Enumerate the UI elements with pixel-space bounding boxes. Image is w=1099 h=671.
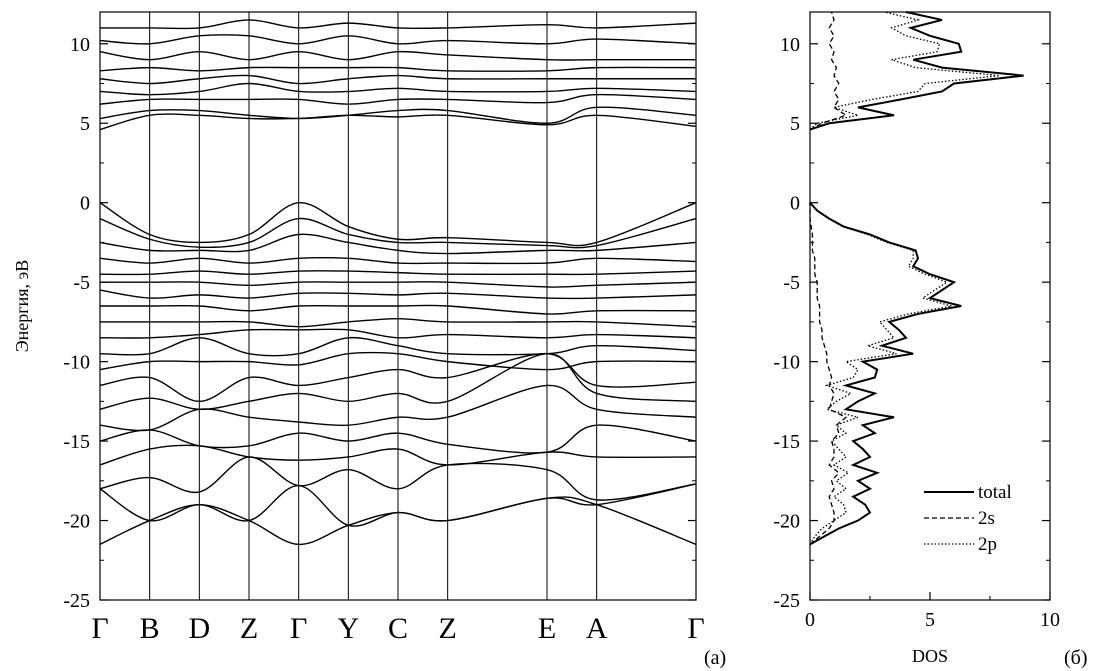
y-tick-label: -5 [73, 272, 90, 294]
y-tick-label: 0 [80, 193, 90, 215]
band-line-27 [99, 50, 696, 61]
band-line-5 [99, 424, 697, 454]
dos-x-axis-title: DOS [912, 646, 948, 666]
y-tick-label: -25 [773, 590, 800, 612]
k-point-label: B [140, 612, 160, 645]
band-line-4 [99, 444, 697, 466]
k-point-label: C [388, 612, 408, 645]
dos-panel: 10 5 0 -5 -10 -15 -20 -25 0 5 10 DOS (б) total 2s 2… [773, 11, 1088, 669]
y-tick-label: 10 [780, 34, 800, 56]
k-point-gridlines [149, 12, 598, 600]
k-point-label: D [188, 612, 210, 645]
panel-label-a: (a) [704, 647, 726, 669]
dos-curve-total [809, 202, 962, 546]
band-structure-y-axis-title: Энергия, эВ [12, 260, 32, 353]
band-line-8 [99, 352, 697, 403]
band-line-29 [100, 19, 697, 30]
y-tick-label: -10 [773, 352, 800, 374]
k-point-label: Z [439, 612, 457, 645]
y-tick-label: 5 [80, 113, 90, 135]
dos-legend: total 2s 2p [924, 482, 1012, 555]
band-line-11 [99, 328, 697, 339]
y-tick-label: 0 [790, 193, 800, 215]
x-tick-label: 10 [1040, 609, 1060, 631]
band-line-24 [99, 82, 697, 96]
band-line-19 [99, 217, 697, 249]
dos-curve-2p [809, 202, 952, 545]
band-line-20 [99, 201, 697, 247]
y-tick-label: 10 [70, 34, 90, 56]
band-line-9 [99, 351, 697, 371]
band-line-21 [99, 113, 697, 131]
k-point-label: Γ [687, 612, 704, 645]
y-tick-label: -20 [773, 511, 800, 533]
band-line-15 [99, 281, 697, 288]
legend-label-total: total [978, 482, 1012, 503]
band-line-18 [99, 233, 697, 255]
band-line-3 [99, 456, 697, 501]
x-tick-label: 5 [925, 609, 935, 631]
band-line-22 [99, 106, 697, 124]
band-line-16 [99, 270, 697, 276]
k-point-label: Y [337, 612, 359, 645]
band-line-2 [99, 483, 697, 527]
k-point-label: E [538, 612, 556, 645]
dos-curve-2s [809, 11, 848, 131]
band-line-14 [99, 289, 697, 300]
y-tick-label: -20 [63, 511, 90, 533]
band-line-1 [99, 496, 697, 546]
dos-curve-2s [809, 202, 848, 545]
y-tick-label: -5 [783, 272, 800, 294]
band-line-13 [100, 304, 697, 315]
panel-label-b: (б) [1064, 647, 1088, 669]
y-tick-label: -25 [63, 590, 90, 612]
legend-label-2p: 2p [978, 534, 997, 555]
band-line-26 [99, 66, 697, 72]
band-lines [99, 19, 697, 546]
y-tick-label: -15 [773, 431, 800, 453]
k-point-label: Z [240, 612, 258, 645]
dos-curve-2p [809, 11, 1000, 131]
band-line-10 [99, 336, 697, 357]
x-tick-label: 0 [805, 609, 815, 631]
k-point-label: Γ [290, 612, 307, 645]
k-point-label: Γ [91, 612, 108, 645]
band-structure-y-axis: 10 5 0 -5 -10 -15 -20 -25 [63, 34, 696, 612]
band-line-25 [99, 74, 696, 85]
y-tick-label: -15 [63, 431, 90, 453]
band-line-7 [99, 352, 697, 411]
dos-x-axis: 0 5 10 [805, 592, 1060, 631]
band-line-17 [99, 257, 697, 265]
y-tick-label: 5 [790, 113, 800, 135]
band-line-28 [99, 34, 697, 45]
y-tick-label: -10 [63, 352, 90, 374]
dos-curve-total [809, 11, 1024, 131]
legend-label-2s: 2s [978, 508, 995, 529]
band-line-6 [99, 384, 697, 432]
dos-y-axis: 10 5 0 -5 -10 -15 -20 -25 [773, 34, 1050, 612]
band-line-12 [100, 318, 697, 328]
k-point-label: A [586, 612, 608, 645]
band-line-23 [99, 93, 697, 105]
dos-curves [809, 11, 1024, 546]
